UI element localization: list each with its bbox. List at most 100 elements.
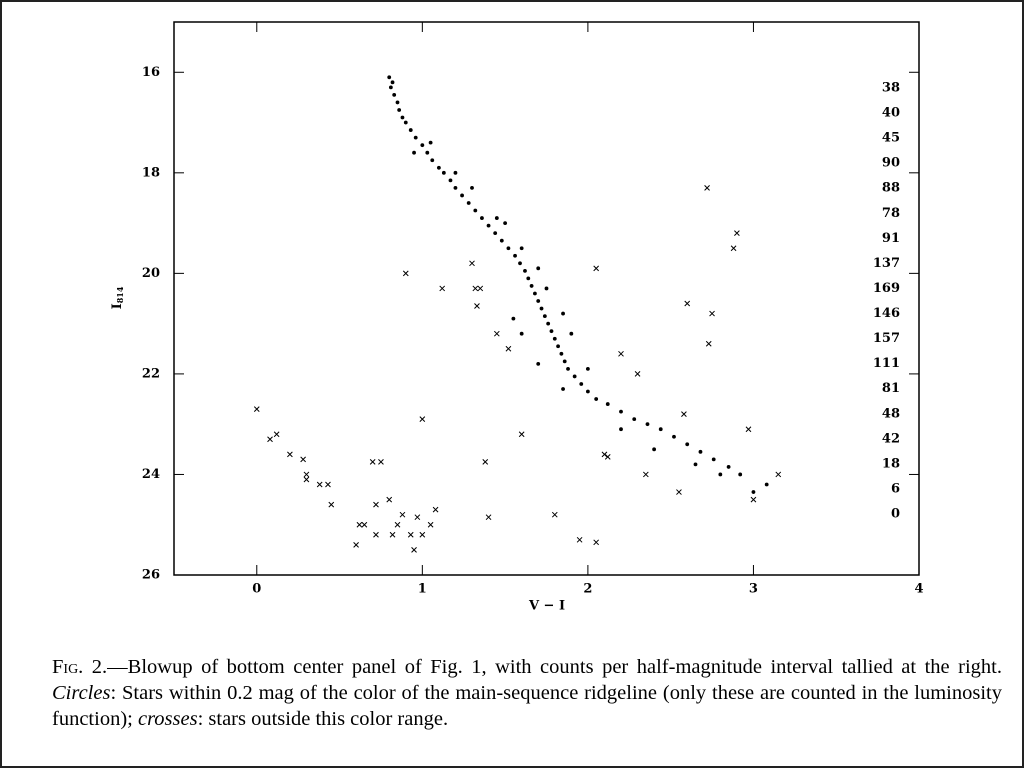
caption-label: Fig. 2.	[52, 656, 108, 678]
star-circle	[561, 387, 565, 391]
x-axis-label: V − I	[528, 599, 565, 614]
star-cross	[469, 260, 475, 267]
star-cross	[676, 489, 682, 495]
star-circle	[544, 286, 549, 291]
star-circle	[397, 108, 402, 112]
star-circle	[764, 482, 769, 487]
star-circle	[585, 389, 590, 394]
count-label: 78	[882, 206, 900, 221]
y-tick-label: 18	[142, 165, 160, 180]
star-circle	[453, 186, 458, 190]
star-cross	[493, 330, 500, 337]
star-cross	[593, 265, 600, 272]
star-cross	[709, 310, 715, 317]
star-cross	[730, 245, 737, 252]
star-circle	[436, 165, 441, 170]
star-cross	[684, 300, 691, 307]
star-circle	[533, 291, 537, 296]
count-label: 111	[873, 356, 900, 371]
star-circle	[466, 201, 471, 205]
star-cross	[604, 454, 611, 460]
star-cross	[328, 501, 335, 508]
x-tick-label: 1	[418, 582, 427, 597]
star-circle	[390, 80, 395, 85]
caption-text: : stars outside this color range.	[197, 708, 449, 730]
x-tick-label: 3	[749, 582, 758, 597]
star-cross	[353, 541, 359, 548]
x-tick-label: 0	[252, 582, 261, 597]
y-tick-label: 24	[142, 467, 160, 482]
star-circle	[413, 135, 418, 140]
star-circle	[579, 382, 584, 386]
star-circle	[493, 231, 498, 236]
star-cross	[287, 451, 293, 458]
star-circle	[392, 92, 397, 97]
star-circle	[400, 115, 405, 120]
star-circle	[738, 472, 743, 477]
star-cross	[477, 285, 484, 292]
star-circle	[529, 284, 534, 288]
star-circle	[519, 246, 524, 251]
star-cross	[482, 459, 489, 465]
star-circle	[503, 221, 508, 225]
star-cross	[386, 496, 393, 503]
star-cross	[601, 451, 608, 458]
star-circle	[494, 216, 499, 220]
star-circle	[395, 100, 400, 105]
star-cross	[734, 230, 740, 236]
star-circle	[632, 417, 637, 422]
star-circle	[685, 442, 690, 447]
star-cross	[253, 406, 260, 412]
star-circle	[453, 170, 458, 175]
star-circle	[420, 143, 425, 148]
star-cross	[402, 270, 409, 277]
star-cross	[369, 459, 376, 465]
star-circle	[448, 178, 453, 183]
count-label: 48	[882, 406, 900, 421]
star-circle	[536, 299, 541, 303]
y-tick-label: 22	[142, 366, 160, 381]
star-circle	[430, 158, 435, 163]
star-circle	[387, 75, 392, 80]
star-cross	[642, 471, 649, 478]
count-label: 6	[891, 481, 900, 496]
star-circle	[605, 402, 610, 406]
y-label-sub: 814	[115, 286, 125, 303]
y-label-main: I	[110, 303, 125, 309]
star-circle	[658, 427, 663, 432]
star-circle	[619, 409, 623, 414]
star-circle	[480, 216, 484, 220]
star-cross	[432, 506, 439, 513]
star-cross	[518, 431, 525, 438]
star-cross	[439, 285, 446, 292]
star-cross	[750, 496, 757, 503]
star-circle	[559, 351, 564, 356]
count-label: 18	[882, 456, 900, 471]
star-cross	[419, 416, 426, 423]
star-cross	[745, 426, 752, 433]
star-circle	[698, 449, 703, 454]
star-circle	[506, 246, 511, 251]
star-cross	[373, 501, 379, 508]
star-cross	[704, 185, 710, 191]
plot-frame	[173, 21, 920, 576]
star-circle	[561, 311, 565, 316]
star-cross	[378, 459, 384, 465]
star-cross	[373, 531, 379, 538]
count-label: 137	[873, 256, 900, 271]
star-circle	[499, 238, 504, 243]
star-circle	[542, 314, 547, 318]
star-cross	[411, 547, 417, 553]
count-label: 81	[882, 381, 900, 396]
count-label: 45	[882, 131, 900, 146]
star-cross	[705, 340, 712, 347]
star-circle	[403, 120, 408, 125]
star-circle	[519, 331, 524, 336]
count-label: 88	[882, 181, 900, 196]
caption-text: : Stars within 0.2 mag of the color of t…	[52, 682, 1002, 730]
star-cross	[414, 514, 421, 521]
star-cross	[273, 431, 280, 438]
star-circle	[536, 361, 541, 366]
count-label: 0	[891, 507, 900, 522]
